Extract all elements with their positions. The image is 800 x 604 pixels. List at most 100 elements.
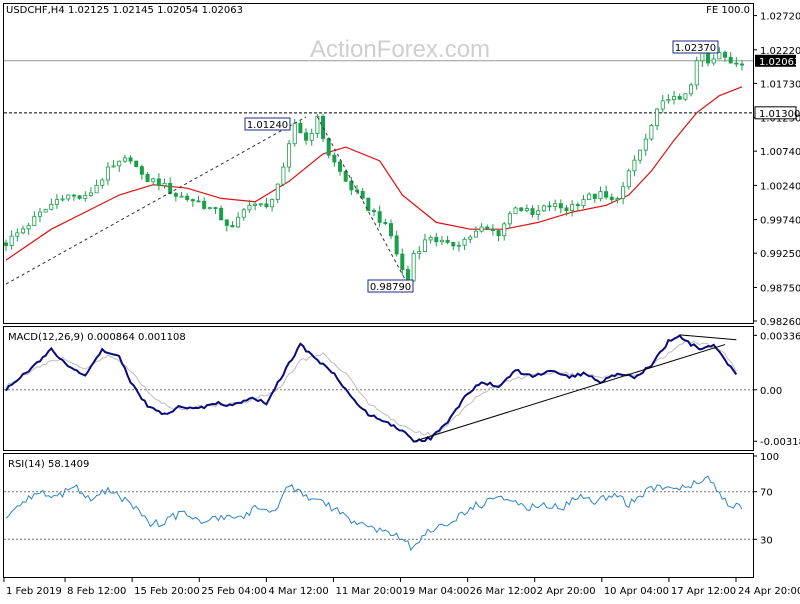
candle-body	[456, 244, 461, 247]
candle-body	[258, 203, 263, 206]
candle-body	[332, 154, 337, 163]
candle-body	[615, 198, 620, 201]
candle-body	[513, 207, 518, 215]
candle-body	[43, 208, 48, 213]
candle-body	[173, 193, 178, 197]
candle-body	[37, 211, 42, 217]
price-header: USDCHF,H4	[6, 5, 65, 16]
macd-pane-frame	[3, 326, 754, 451]
rsi-pane-frame	[3, 453, 754, 578]
candle-body	[139, 166, 144, 175]
candle-body	[564, 207, 569, 211]
candle-body	[54, 199, 59, 205]
level-line-label-box	[754, 106, 797, 120]
candle-body	[428, 237, 433, 241]
candle-body	[349, 180, 354, 191]
candle-body	[343, 170, 348, 182]
candle-body	[445, 239, 450, 243]
candle-body	[168, 182, 173, 194]
candle-body	[230, 225, 235, 228]
price-annotation-box	[672, 40, 719, 54]
candle-body	[507, 213, 512, 225]
candle-body	[666, 99, 671, 102]
candle-body	[451, 242, 456, 247]
candle-body	[377, 211, 382, 223]
price-annotation-label: 1.02370	[675, 43, 716, 54]
candle-body	[734, 62, 739, 65]
candle-body	[236, 216, 241, 228]
candle-body	[683, 93, 688, 100]
candle-body	[519, 207, 524, 211]
candle-body	[304, 132, 309, 141]
candle-body	[643, 138, 648, 151]
candle-body	[338, 161, 343, 172]
candle-body	[717, 52, 722, 60]
candle-body	[371, 210, 376, 213]
candle-body	[502, 223, 507, 237]
price-tick-label: 0.98260	[760, 317, 800, 328]
macd-tick-label: 0.003368	[760, 331, 800, 342]
candle-body	[638, 149, 643, 161]
candle-body	[711, 58, 716, 64]
price-annotation-box	[367, 279, 414, 293]
fe-label: FE 100.0	[706, 5, 750, 16]
candle-body	[462, 238, 467, 246]
candle-body	[621, 186, 626, 199]
candle-body	[270, 199, 275, 208]
candle-body	[179, 195, 184, 198]
x-tick-label: 25 Feb 04:00	[201, 586, 267, 597]
x-tick-label: 2 Apr 20:00	[537, 586, 596, 597]
candle-body	[598, 191, 603, 200]
rsi-tick-label: 100	[760, 452, 779, 463]
candle-body	[677, 96, 682, 100]
candle-body	[117, 160, 122, 167]
x-tick-label: 26 Mar 12:00	[470, 586, 537, 597]
candle-body	[723, 52, 728, 58]
candle-body	[156, 178, 161, 186]
candle-body	[219, 207, 224, 221]
candle-body	[281, 166, 286, 185]
candle-body	[490, 228, 495, 231]
candle-body	[547, 205, 552, 208]
candle-body	[309, 133, 314, 141]
candle-body	[241, 209, 246, 218]
price-tick-label: 0.98750	[760, 283, 800, 294]
candle-body	[202, 200, 207, 209]
candle-body	[626, 170, 631, 188]
candle-body	[32, 215, 37, 227]
candle-body	[15, 232, 20, 237]
candle-body	[468, 236, 473, 240]
candle-body	[524, 208, 529, 211]
candle-body	[366, 197, 371, 211]
candle-body	[66, 194, 71, 200]
candle-body	[77, 195, 82, 199]
candle-body	[196, 200, 201, 203]
x-tick-label: 24 Apr 20:00	[738, 586, 800, 597]
candle-body	[400, 253, 405, 270]
macd-trendline-0	[413, 344, 726, 443]
candle-body	[388, 223, 393, 237]
watermark: ActionForex.com	[310, 36, 490, 63]
candle-body	[207, 207, 212, 209]
macd-title: MACD(12,26,9) 0.000864 0.001108	[8, 332, 186, 343]
candle-body	[694, 60, 699, 86]
price-trendline-1	[316, 116, 409, 285]
candle-body	[689, 84, 694, 95]
candle-body	[26, 225, 31, 230]
macd-line	[5, 334, 738, 443]
candle-body	[151, 178, 156, 183]
candle-body	[655, 108, 660, 126]
candle-body	[496, 230, 501, 237]
candle-body	[479, 226, 484, 232]
macd-trendline-1	[679, 334, 737, 341]
candle-body	[128, 157, 133, 162]
candle-body	[553, 203, 558, 207]
candle-body	[292, 122, 297, 145]
candle-body	[321, 115, 326, 139]
last-price-box	[755, 54, 796, 67]
price-tick-label: 1.00240	[760, 181, 800, 192]
candle-body	[422, 239, 427, 252]
price-tick-label: 1.02720	[760, 12, 800, 23]
